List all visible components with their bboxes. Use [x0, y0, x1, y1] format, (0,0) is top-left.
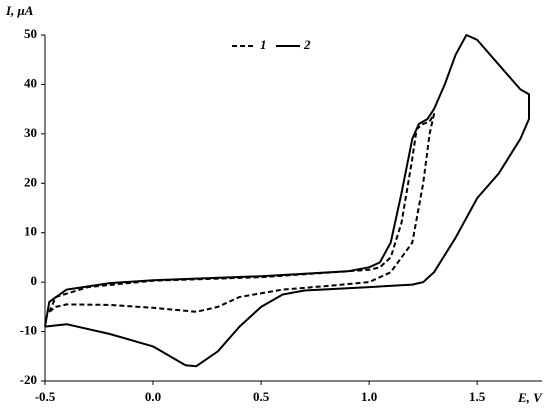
y-tick-label: 50	[24, 26, 37, 41]
y-tick-label: 30	[24, 125, 37, 140]
y-axis-label: I, μA	[5, 3, 34, 18]
x-tick-label: 0.0	[145, 389, 161, 404]
x-tick-label: 1.5	[469, 389, 486, 404]
y-tick-label: 10	[24, 224, 37, 239]
legend-label: 2	[303, 37, 311, 52]
x-tick-label: 1.0	[361, 389, 377, 404]
series-line	[44, 34, 530, 368]
legend-label: 1	[260, 37, 267, 52]
x-tick-label: -0.5	[35, 389, 56, 404]
series-line	[48, 113, 435, 313]
y-tick-label: -10	[20, 323, 37, 338]
y-tick-label: 0	[31, 273, 38, 288]
y-tick-label: 20	[24, 174, 37, 189]
y-tick-label: -20	[20, 372, 37, 387]
x-axis-label: E, V	[517, 390, 543, 405]
y-tick-label: 40	[24, 75, 37, 90]
x-tick-label: 0.5	[253, 389, 270, 404]
